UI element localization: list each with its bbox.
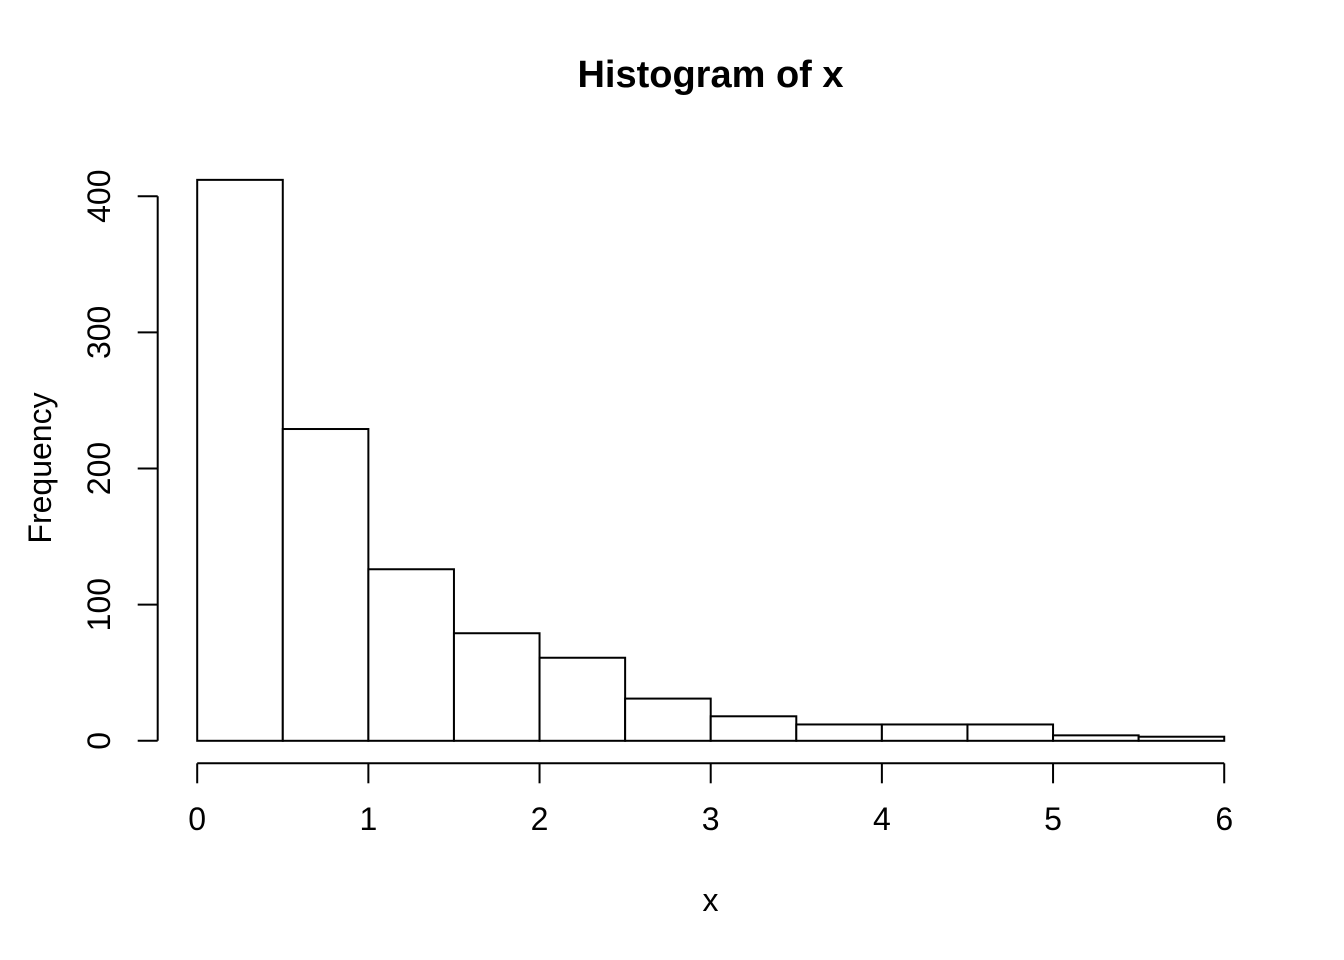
histogram-bar	[966, 723, 1055, 742]
chart-title: Histogram of x	[577, 54, 844, 96]
x-tick-label: 0	[188, 801, 206, 837]
histogram-bar	[880, 723, 969, 742]
x-tick-label: 5	[1044, 801, 1062, 837]
histogram-bar	[538, 656, 627, 742]
y-tick-label: 200	[81, 442, 117, 495]
histogram-bar	[281, 428, 370, 742]
histogram-bar	[624, 697, 712, 742]
x-tick-label: 4	[873, 801, 891, 837]
y-tick-label: 400	[81, 170, 117, 223]
histogram-bar	[1052, 734, 1140, 742]
x-axis-label: x	[702, 882, 719, 918]
y-axis-label-text: Frequency	[22, 392, 58, 544]
histogram-bar	[709, 715, 798, 742]
histogram-bar	[452, 632, 541, 742]
histogram-bar	[196, 178, 284, 742]
y-tick-label: 100	[81, 578, 117, 631]
histogram-bar	[367, 568, 455, 742]
x-tick-label: 2	[531, 801, 549, 837]
y-tick-label: 300	[81, 306, 117, 359]
histogram-bar	[795, 723, 883, 742]
x-tick-label: 3	[702, 801, 720, 837]
histogram-bar	[1137, 735, 1226, 742]
y-tick-label: 0	[81, 732, 117, 750]
x-tick-label: 6	[1215, 801, 1233, 837]
x-tick-label: 1	[359, 801, 377, 837]
